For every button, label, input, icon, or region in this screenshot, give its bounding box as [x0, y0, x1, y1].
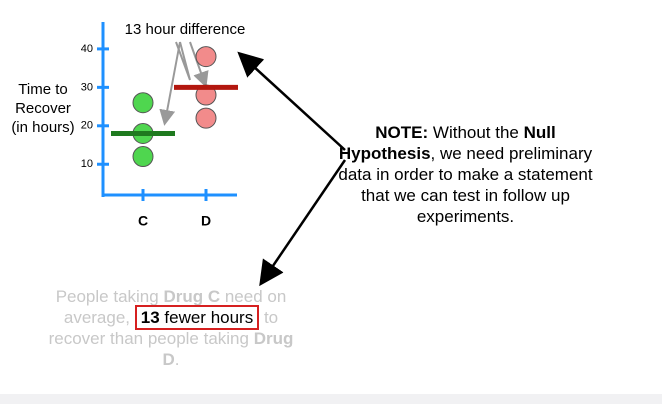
y-tick-label: 30: [81, 81, 93, 93]
caption-part: 13: [140, 308, 160, 327]
note-part: NOTE:: [375, 123, 429, 142]
y-axis-label: Recover: [15, 100, 71, 117]
caption-part: to recover than people taking: [48, 308, 279, 348]
y-axis-label: Time to: [18, 81, 67, 98]
caption-part: Drug C: [163, 287, 221, 306]
caption-part: need on average,: [63, 287, 287, 327]
caption-part: .: [174, 350, 180, 369]
point: [132, 146, 154, 168]
x-tick-label: D: [201, 213, 211, 229]
y-axis-label: (in hours): [11, 119, 74, 136]
note-part: Null Hypothesis: [338, 123, 556, 163]
arrow: [259, 159, 347, 287]
y-tick-label: 40: [81, 43, 93, 55]
point: [195, 107, 217, 129]
note-part: , we need preliminary data in order to m…: [338, 144, 593, 226]
arrow: [237, 51, 346, 151]
point: [195, 46, 217, 68]
caption-part: fewer hours: [159, 308, 254, 327]
arrow: [159, 41, 181, 126]
y-tick-label: 10: [81, 158, 93, 170]
highlight-box: 13 fewer hours: [134, 305, 260, 330]
arrow: [175, 41, 191, 81]
note: NOTE: Without the Null Hypothesis, we ne…: [338, 122, 593, 227]
caption-part: Drug D: [162, 329, 294, 369]
point: [132, 92, 154, 114]
caption-part: People taking: [55, 287, 164, 306]
note-part: Without the: [428, 123, 524, 142]
y-tick-label: 20: [81, 120, 93, 132]
footer-strip: [0, 394, 662, 404]
annotation: 13 hour difference: [125, 21, 246, 38]
arrow: [189, 41, 209, 88]
x-tick-label: C: [138, 213, 148, 229]
caption: People taking Drug C need on average, 13…: [40, 286, 302, 370]
